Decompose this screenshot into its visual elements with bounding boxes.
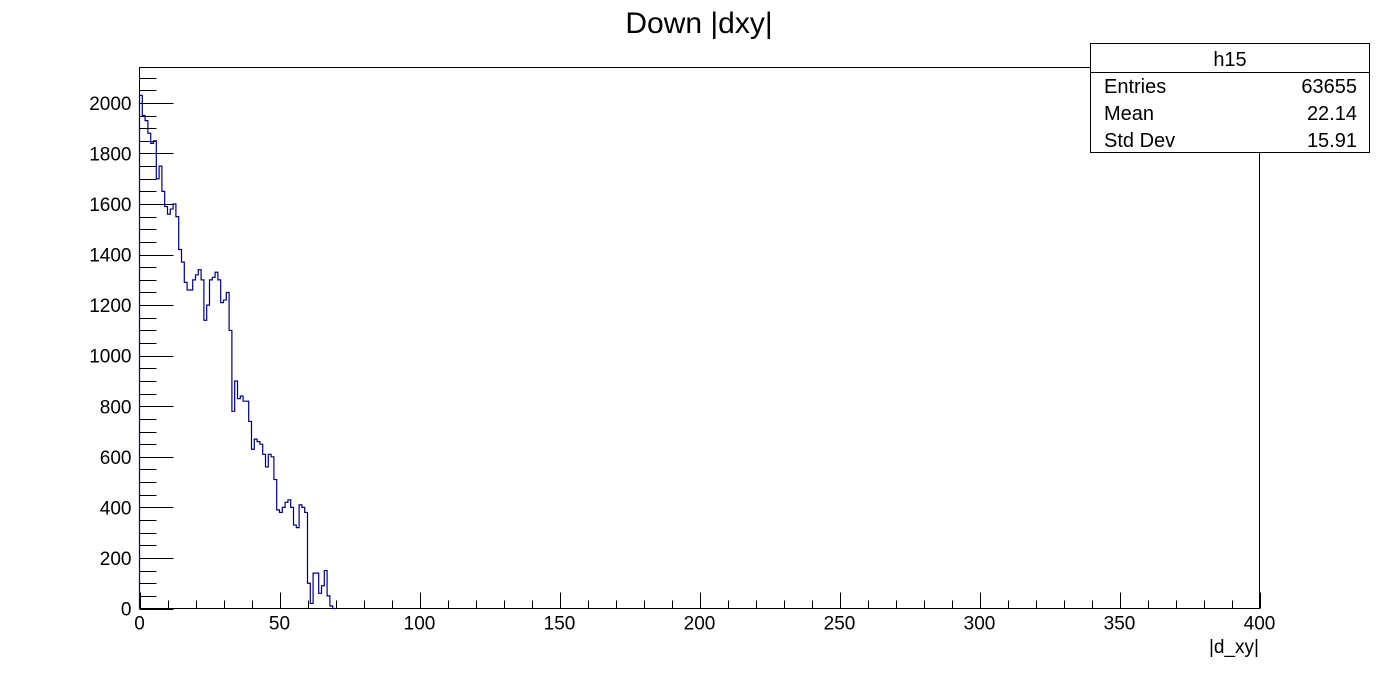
stats-stddev-label: Std Dev	[1104, 130, 1175, 152]
stats-entries-label: Entries	[1104, 76, 1166, 98]
histogram-line	[138, 94, 336, 610]
x-tick-label: 250	[824, 614, 856, 635]
stats-entries-value: 63655	[1301, 76, 1357, 98]
y-tick-label: 2000	[89, 94, 131, 115]
x-tick-label: 0	[134, 614, 145, 635]
y-tick-label: 400	[100, 498, 132, 519]
y-tick-label: 0	[121, 600, 132, 621]
x-tick-label: 350	[1104, 614, 1136, 635]
y-tick-label: 800	[100, 397, 132, 418]
y-tick-label: 200	[100, 549, 132, 570]
x-axis: 0 50 100 150 200 250 300 350 400	[134, 592, 1276, 635]
y-tick-label: 1600	[89, 195, 131, 216]
stats-mean-value: 22.14	[1307, 103, 1357, 125]
chart-title: Down |dxy|	[625, 7, 772, 40]
x-axis-title: |d_xy|	[1209, 637, 1259, 658]
x-tick-label: 150	[544, 614, 576, 635]
x-tick-label: 50	[269, 614, 290, 635]
y-tick-label: 1400	[89, 246, 131, 267]
stats-stddev-value: 15.91	[1307, 130, 1357, 152]
stats-box-frame	[1090, 43, 1370, 153]
stats-box: h15 Entries 63655 Mean 22.14 Std Dev 15.…	[1090, 43, 1370, 153]
y-tick-label: 600	[100, 448, 132, 469]
x-tick-label: 100	[404, 614, 436, 635]
x-tick-label: 400	[1244, 614, 1276, 635]
y-tick-label: 1000	[89, 347, 131, 368]
x-tick-label: 300	[964, 614, 996, 635]
y-tick-label: 1200	[89, 296, 131, 317]
stats-mean-label: Mean	[1104, 103, 1154, 125]
y-axis: 0 200 400 600 800 1000 1200 1400 1600 1800 2000	[89, 78, 174, 621]
x-tick-label: 200	[684, 614, 716, 635]
y-tick-label: 1800	[89, 144, 131, 165]
stats-box-name: h15	[1213, 49, 1246, 71]
